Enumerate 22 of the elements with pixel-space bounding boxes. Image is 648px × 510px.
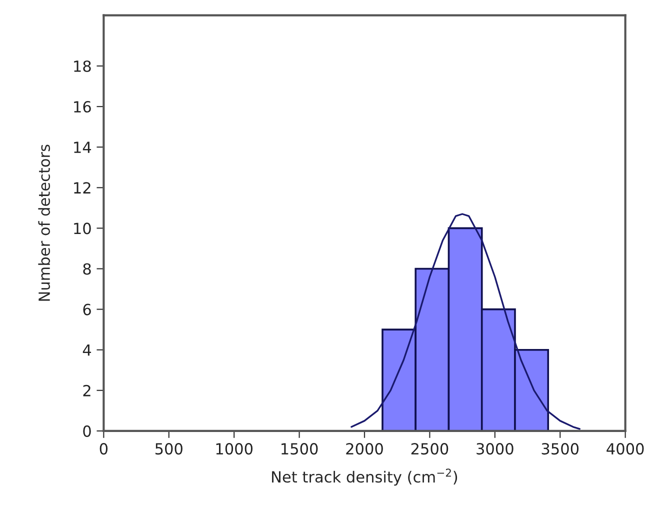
y-tick-label: 6 — [83, 304, 91, 316]
x-tick-label: 2500 — [411, 443, 448, 455]
y-tick-label: 14 — [74, 142, 92, 153]
x-tick-label: 500 — [155, 443, 182, 455]
y-tick-label: 0 — [83, 425, 91, 437]
x-tick-label: 1000 — [216, 443, 253, 455]
x-axis-title: Net track density (cm$^{−2}$) — [272, 468, 458, 486]
y-tick-label: 16 — [74, 101, 91, 113]
y-tick-label: 8 — [83, 263, 91, 275]
x-tick-label: 2000 — [346, 443, 383, 455]
y-axis-title: Number of detectors — [38, 144, 50, 301]
x-tick-label: 3500 — [542, 443, 579, 455]
x-tick-label: 3000 — [476, 443, 514, 455]
x-tick-label: 4000 — [606, 443, 644, 455]
y-tick-label: 10 — [74, 222, 91, 234]
line-series — [350, 213, 581, 430]
y-tick-label: 2 — [83, 384, 90, 396]
y-tick-label: 12 — [74, 182, 90, 194]
y-tick-label: 4 — [82, 344, 92, 356]
y-tick-label: 18 — [74, 60, 91, 72]
x-tick-label: 0 — [100, 443, 108, 455]
x-tick-label: 1500 — [282, 443, 318, 455]
